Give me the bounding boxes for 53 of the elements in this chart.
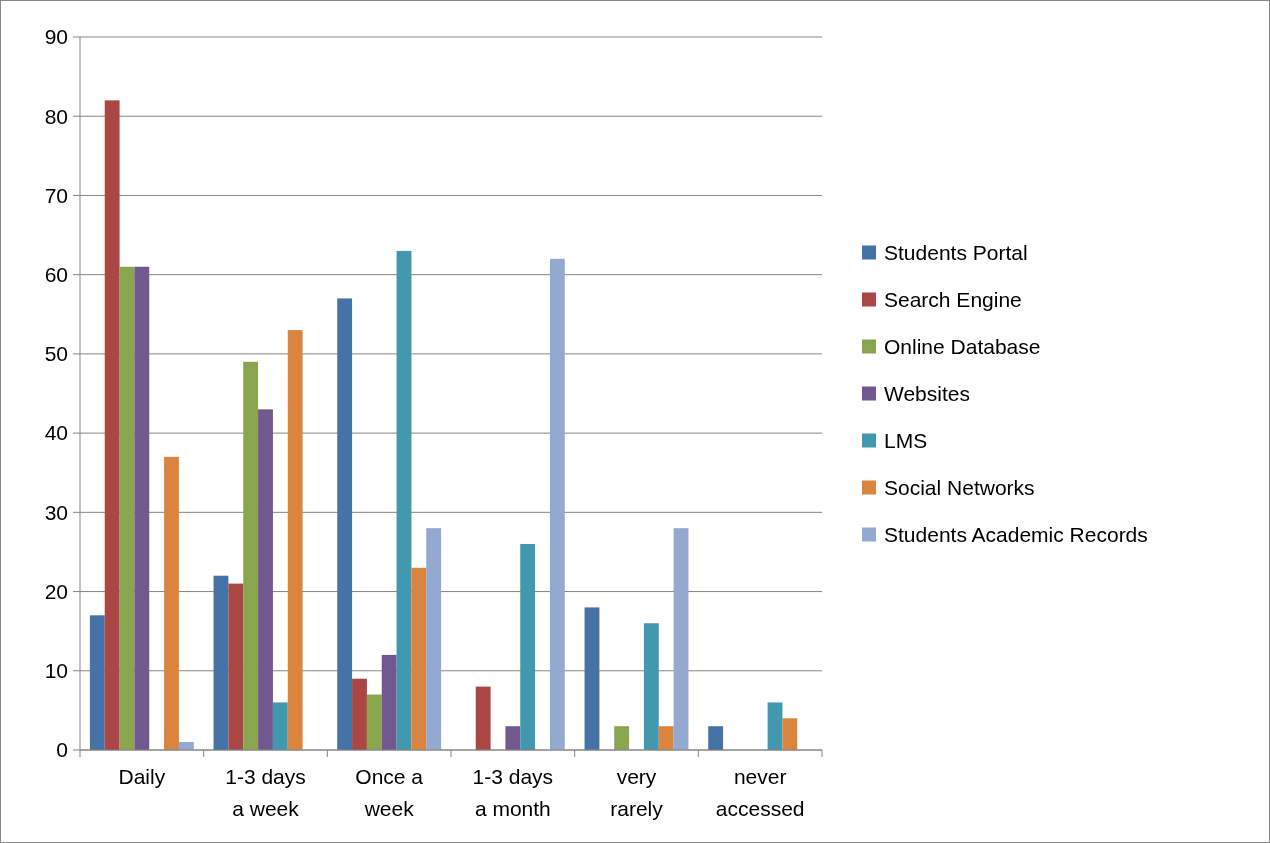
bar xyxy=(411,567,427,750)
y-tick-label: 30 xyxy=(44,500,68,524)
y-tick-label: 20 xyxy=(44,579,68,603)
bar xyxy=(643,623,659,750)
x-tick-label: never accessed xyxy=(715,765,805,820)
bar xyxy=(782,718,798,750)
bar xyxy=(213,575,229,750)
legend-label: Students Academic Records xyxy=(884,522,1148,546)
legend-label: LMS xyxy=(884,428,928,452)
y-tick-label: 80 xyxy=(44,104,68,128)
bar xyxy=(520,544,536,750)
bar xyxy=(287,330,303,750)
bar xyxy=(396,250,412,750)
bar xyxy=(272,702,288,750)
bar xyxy=(505,726,521,750)
bar xyxy=(366,694,382,750)
y-tick-label: 0 xyxy=(56,738,68,762)
y-tick-label: 10 xyxy=(44,659,68,683)
bar xyxy=(243,361,259,750)
x-tick-label: 1-3 days a month xyxy=(472,765,554,820)
bar xyxy=(89,615,105,750)
bar xyxy=(673,528,689,750)
bar xyxy=(614,726,630,750)
bar xyxy=(658,726,674,750)
bar xyxy=(104,100,120,750)
bar xyxy=(119,266,135,750)
x-tick-label: 1-3 days a week xyxy=(225,765,306,820)
legend-label: Online Database xyxy=(884,334,1041,358)
bar xyxy=(164,456,179,750)
bar xyxy=(584,607,600,750)
bar xyxy=(767,702,783,750)
x-tick-label: Once a week xyxy=(355,765,424,820)
legend-label: Social Networks xyxy=(884,475,1035,499)
bar xyxy=(352,678,367,750)
bar xyxy=(134,266,150,750)
bar xyxy=(708,726,724,750)
y-tick-label: 50 xyxy=(44,342,68,366)
bar xyxy=(475,686,491,750)
bar xyxy=(426,528,442,750)
legend-label: Websites xyxy=(884,381,970,405)
bar xyxy=(381,654,397,750)
y-tick-label: 40 xyxy=(44,421,68,445)
bar xyxy=(337,298,353,750)
y-tick-label: 60 xyxy=(44,263,68,287)
y-tick-label: 70 xyxy=(44,183,68,207)
bar xyxy=(258,409,273,750)
bar xyxy=(228,583,244,750)
x-tick-label: very rarely xyxy=(610,765,664,820)
y-tick-label: 90 xyxy=(44,25,68,49)
legend-label: Students Portal xyxy=(884,240,1028,264)
x-tick-label: Daily xyxy=(118,765,166,788)
legend-label: Search Engine xyxy=(884,287,1022,311)
bar xyxy=(549,258,565,750)
